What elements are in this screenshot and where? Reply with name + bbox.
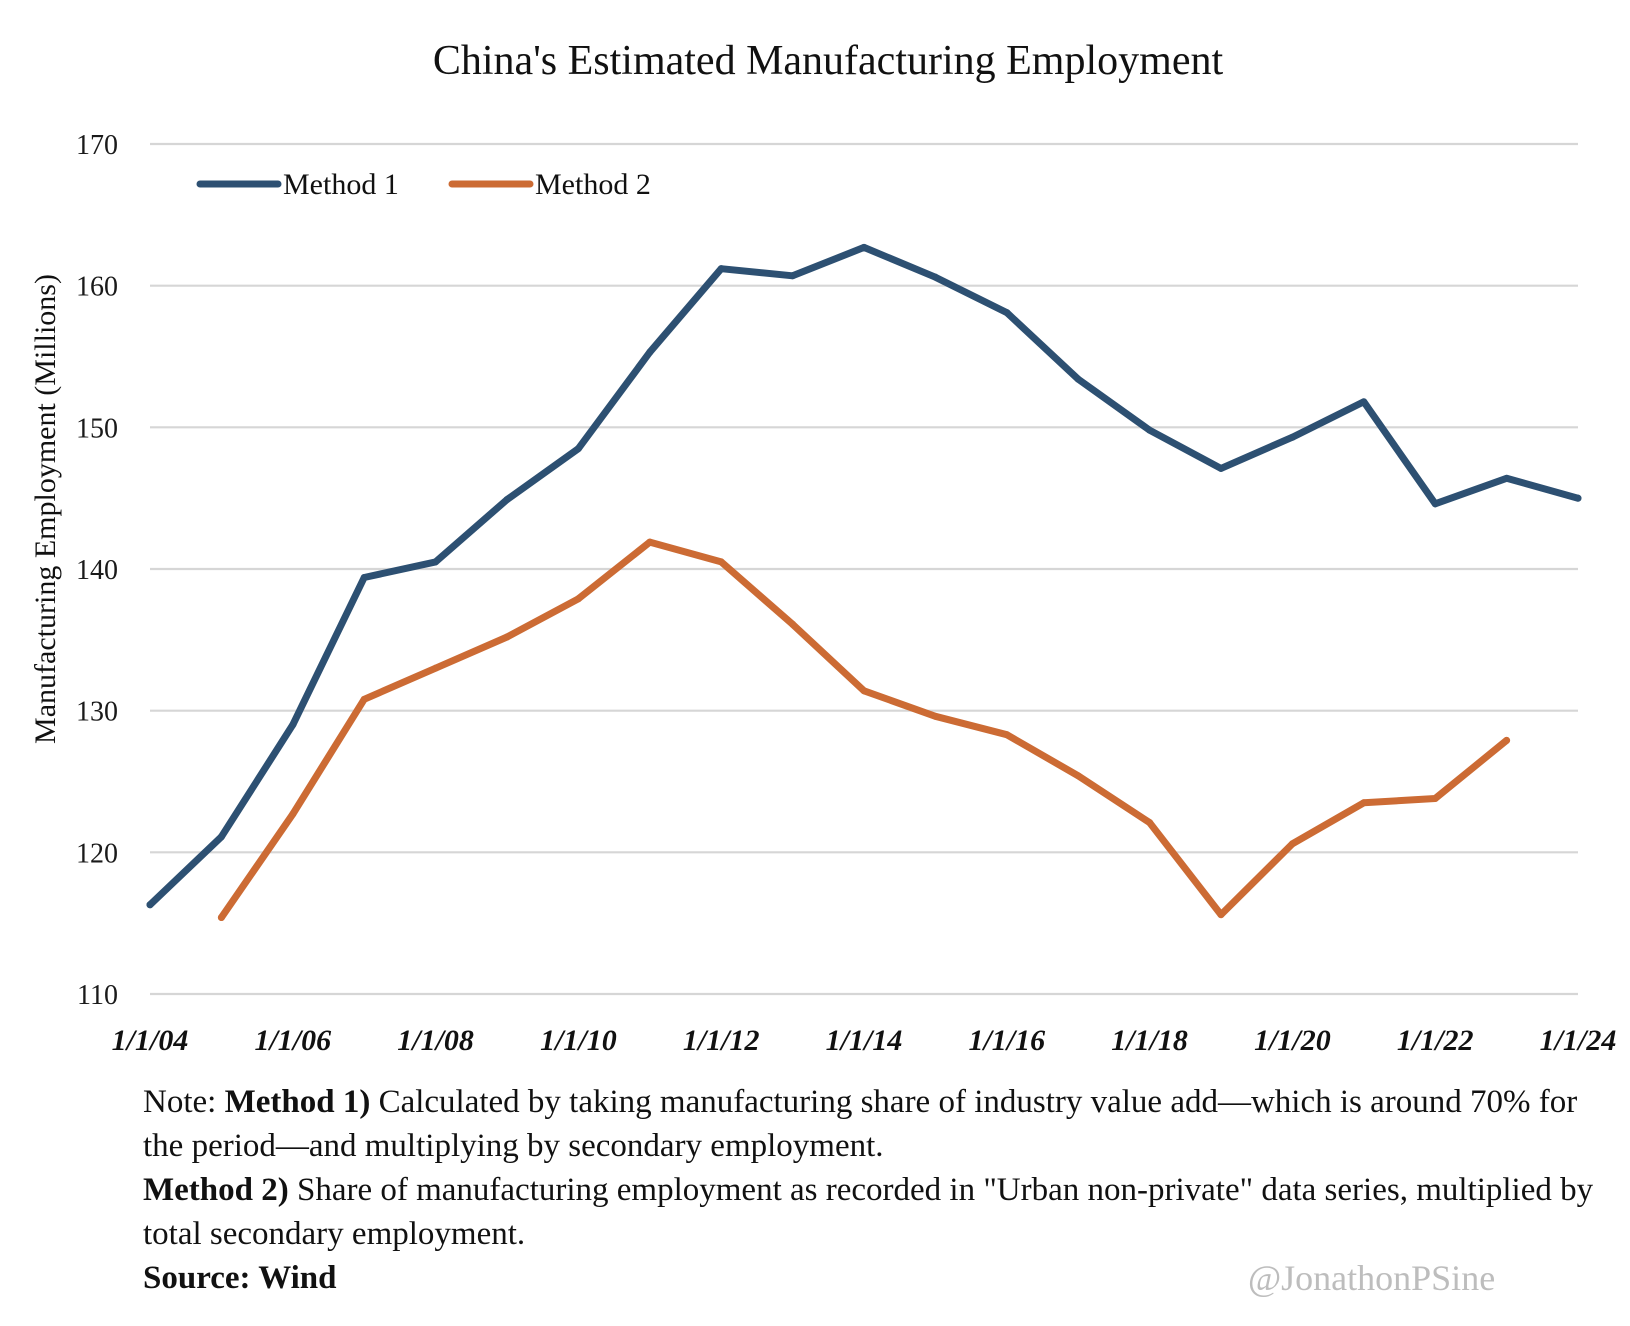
x-tick-label-1-1-12: 1/1/12 xyxy=(683,1024,760,1057)
data-point-method-2-1-1-07 xyxy=(360,695,368,703)
method-2-label: Method 2) xyxy=(143,1172,289,1208)
legend: Method 1 Method 2 xyxy=(196,168,651,201)
data-point-method-2-1-1-17 xyxy=(1074,772,1082,780)
note-prefix: Note: xyxy=(143,1084,225,1120)
data-point-method-2-1-1-12 xyxy=(717,558,725,566)
data-point-method-1-1-1-20 xyxy=(1288,433,1296,441)
note-method-2: Method 2) Share of manufacturing employm… xyxy=(143,1168,1603,1256)
y-axis-label: Manufacturing Employment (Millions) xyxy=(29,274,62,744)
data-point-method-1-1-1-06 xyxy=(289,721,297,729)
chart-notes: Note: Method 1) Calculated by taking man… xyxy=(143,1080,1603,1300)
data-point-method-1-1-1-07 xyxy=(360,574,368,581)
y-tick-label-110: 110 xyxy=(77,980,118,1011)
source-label: Source: Wind xyxy=(143,1260,337,1296)
x-tick-label-1-1-20: 1/1/20 xyxy=(1254,1024,1331,1057)
data-point-method-2-1-1-18 xyxy=(1146,819,1154,827)
note-source: Source: Wind xyxy=(143,1256,1603,1300)
data-point-method-1-1-1-23 xyxy=(1503,474,1511,482)
data-point-method-1-1-1-11 xyxy=(646,348,654,356)
data-point-method-1-1-1-04 xyxy=(146,901,154,909)
line-chart: China's Estimated Manufacturing Employme… xyxy=(29,38,1617,1057)
y-tick-label-140: 140 xyxy=(76,555,118,586)
chart-title: China's Estimated Manufacturing Employme… xyxy=(433,38,1224,84)
note-method-1: Note: Method 1) Calculated by taking man… xyxy=(143,1080,1603,1168)
y-axis-ticks: 110 120 130 140 150 160 170 xyxy=(76,130,118,1011)
x-tick-label-1-1-08: 1/1/08 xyxy=(397,1024,474,1057)
data-point-method-1-1-1-24 xyxy=(1574,494,1582,502)
data-point-method-2-1-1-11 xyxy=(646,538,654,546)
legend-label-method-2: Method 2 xyxy=(535,168,651,201)
data-point-method-2-1-1-10 xyxy=(574,595,582,603)
y-tick-label-160: 160 xyxy=(76,272,118,303)
legend-label-method-1: Method 1 xyxy=(283,168,399,201)
gridlines xyxy=(150,142,1578,996)
data-point-method-1-1-1-13 xyxy=(789,272,797,280)
data-point-method-1-1-1-05 xyxy=(217,833,225,841)
data-point-method-1-1-1-15 xyxy=(931,273,939,281)
x-tick-label-1-1-06: 1/1/06 xyxy=(254,1024,331,1057)
data-point-method-1-1-1-12 xyxy=(717,265,725,273)
y-tick-label-130: 130 xyxy=(76,697,118,728)
data-point-method-1-1-1-22 xyxy=(1431,500,1439,508)
data-point-method-1-1-1-09 xyxy=(503,496,511,504)
data-point-method-1-1-1-10 xyxy=(574,445,582,453)
x-tick-label-1-1-14: 1/1/14 xyxy=(826,1024,903,1057)
x-tick-label-1-1-22: 1/1/22 xyxy=(1397,1024,1474,1057)
data-point-method-2-1-1-09 xyxy=(503,633,511,641)
data-point-method-1-1-1-17 xyxy=(1074,375,1082,383)
x-tick-label-1-1-04: 1/1/04 xyxy=(112,1024,189,1057)
y-tick-label-120: 120 xyxy=(76,838,118,869)
watermark: @JonathonPSine xyxy=(1248,1258,1496,1298)
method-1-text: Calculated by taking manufacturing share… xyxy=(143,1084,1578,1164)
y-tick-label-170: 170 xyxy=(76,130,118,161)
data-point-method-1-1-1-18 xyxy=(1146,426,1154,434)
data-point-method-1-1-1-08 xyxy=(432,558,440,566)
data-point-method-2-1-1-23 xyxy=(1503,736,1511,744)
data-point-method-1-1-1-19 xyxy=(1217,464,1225,472)
method-1-label: Method 1) xyxy=(224,1084,371,1120)
x-tick-label-1-1-16: 1/1/16 xyxy=(968,1024,1045,1057)
data-point-method-2-1-1-05 xyxy=(217,914,225,921)
data-point-method-2-1-1-13 xyxy=(789,620,797,628)
data-point-method-2-1-1-21 xyxy=(1360,799,1368,807)
data-point-method-2-1-1-22 xyxy=(1431,795,1439,802)
series-lines xyxy=(146,243,1582,921)
data-point-method-1-1-1-14 xyxy=(860,243,868,251)
method-2-text: Share of manufacturing employment as rec… xyxy=(143,1172,1594,1252)
x-axis-ticks: 1/1/04 1/1/06 1/1/08 1/1/10 1/1/12 1/1/14 1/1/… xyxy=(112,1024,1617,1057)
data-point-method-2-1-1-19 xyxy=(1217,911,1225,919)
x-tick-label-1-1-18: 1/1/18 xyxy=(1111,1024,1188,1057)
y-tick-label-150: 150 xyxy=(76,413,118,444)
data-point-method-2-1-1-08 xyxy=(432,664,440,672)
data-point-method-2-1-1-06 xyxy=(289,810,297,818)
data-point-method-1-1-1-21 xyxy=(1360,398,1368,406)
data-point-method-2-1-1-16 xyxy=(1003,731,1011,739)
data-point-method-2-1-1-15 xyxy=(931,712,939,720)
data-point-method-1-1-1-16 xyxy=(1003,309,1011,317)
x-tick-label-1-1-10: 1/1/10 xyxy=(540,1024,617,1057)
data-point-method-2-1-1-14 xyxy=(860,687,868,695)
series-line-method-2 xyxy=(217,538,1511,921)
data-point-method-2-1-1-20 xyxy=(1288,840,1296,848)
x-tick-label-1-1-24: 1/1/24 xyxy=(1540,1024,1617,1057)
